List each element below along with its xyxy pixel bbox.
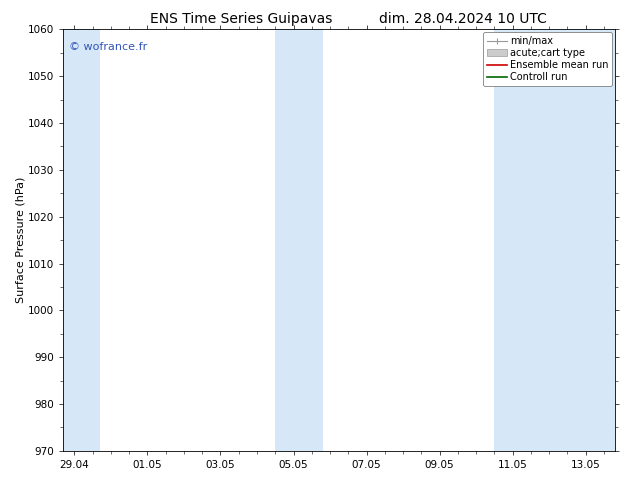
Text: ENS Time Series Guipavas: ENS Time Series Guipavas bbox=[150, 12, 332, 26]
Text: dim. 28.04.2024 10 UTC: dim. 28.04.2024 10 UTC bbox=[379, 12, 547, 26]
Bar bbox=[495, 29, 615, 451]
Y-axis label: Surface Pressure (hPa): Surface Pressure (hPa) bbox=[15, 177, 25, 303]
Text: © wofrance.fr: © wofrance.fr bbox=[69, 42, 147, 52]
Bar bbox=[275, 29, 323, 451]
Bar bbox=[63, 29, 100, 451]
Legend: min/max, acute;cart type, Ensemble mean run, Controll run: min/max, acute;cart type, Ensemble mean … bbox=[483, 32, 612, 86]
